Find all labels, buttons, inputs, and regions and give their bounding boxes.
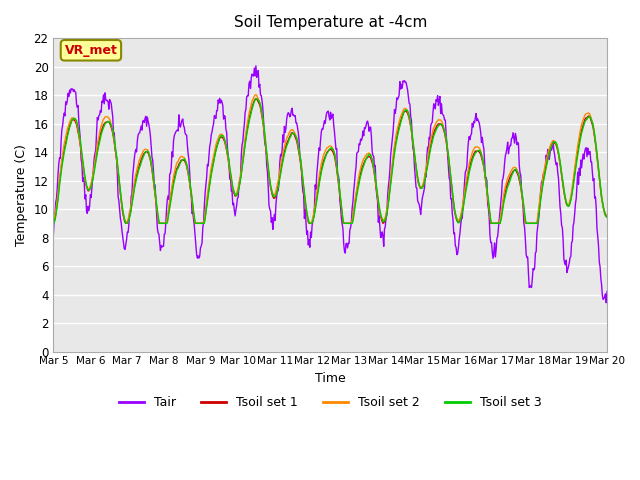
- Tsoil set 2: [399, 108, 407, 114]
- Tair: [60, 115, 67, 120]
- Tsoil set 3: [253, 96, 260, 102]
- Tsoil set 2: [415, 182, 423, 188]
- Tair: [252, 63, 260, 69]
- Line: Tsoil set 2: Tsoil set 2: [53, 95, 607, 223]
- Tair: [603, 289, 611, 295]
- Tsoil set 2: [252, 92, 260, 98]
- Tsoil set 1: [49, 219, 57, 225]
- Tsoil set 3: [399, 112, 407, 118]
- Tsoil set 2: [49, 216, 57, 222]
- Tair: [49, 231, 57, 237]
- Tair: [398, 85, 406, 91]
- Title: Soil Temperature at -4cm: Soil Temperature at -4cm: [234, 15, 427, 30]
- Tair: [202, 183, 210, 189]
- Tsoil set 2: [156, 220, 163, 226]
- Tair: [602, 300, 610, 306]
- Tsoil set 1: [603, 214, 611, 220]
- Tsoil set 3: [203, 204, 211, 210]
- Tsoil set 3: [173, 166, 181, 172]
- Tair: [415, 200, 422, 205]
- Tsoil set 3: [123, 220, 131, 226]
- Tsoil set 2: [203, 198, 211, 204]
- Y-axis label: Temperature (C): Temperature (C): [15, 144, 28, 246]
- Tsoil set 1: [122, 220, 130, 226]
- Tair: [173, 128, 180, 133]
- Tsoil set 1: [415, 182, 423, 188]
- Tsoil set 3: [49, 220, 57, 226]
- Line: Tsoil set 1: Tsoil set 1: [53, 99, 607, 223]
- Tsoil set 1: [173, 165, 181, 170]
- Tsoil set 1: [116, 191, 124, 197]
- Line: Tsoil set 3: Tsoil set 3: [53, 99, 607, 223]
- X-axis label: Time: Time: [315, 372, 346, 385]
- Line: Tair: Tair: [53, 66, 607, 303]
- Tsoil set 1: [60, 151, 67, 157]
- Tsoil set 3: [603, 215, 611, 220]
- Text: VR_met: VR_met: [65, 44, 117, 57]
- Tsoil set 1: [399, 111, 407, 117]
- Tsoil set 2: [173, 159, 181, 165]
- Legend: Tair, Tsoil set 1, Tsoil set 2, Tsoil set 3: Tair, Tsoil set 1, Tsoil set 2, Tsoil se…: [114, 391, 547, 414]
- Tair: [116, 216, 124, 221]
- Tsoil set 2: [60, 146, 67, 152]
- Tsoil set 3: [60, 154, 67, 160]
- Tsoil set 2: [116, 191, 124, 196]
- Tsoil set 1: [203, 202, 211, 207]
- Tsoil set 2: [603, 213, 611, 218]
- Tsoil set 3: [116, 188, 124, 193]
- Tsoil set 1: [252, 96, 260, 102]
- Tsoil set 3: [415, 181, 423, 187]
